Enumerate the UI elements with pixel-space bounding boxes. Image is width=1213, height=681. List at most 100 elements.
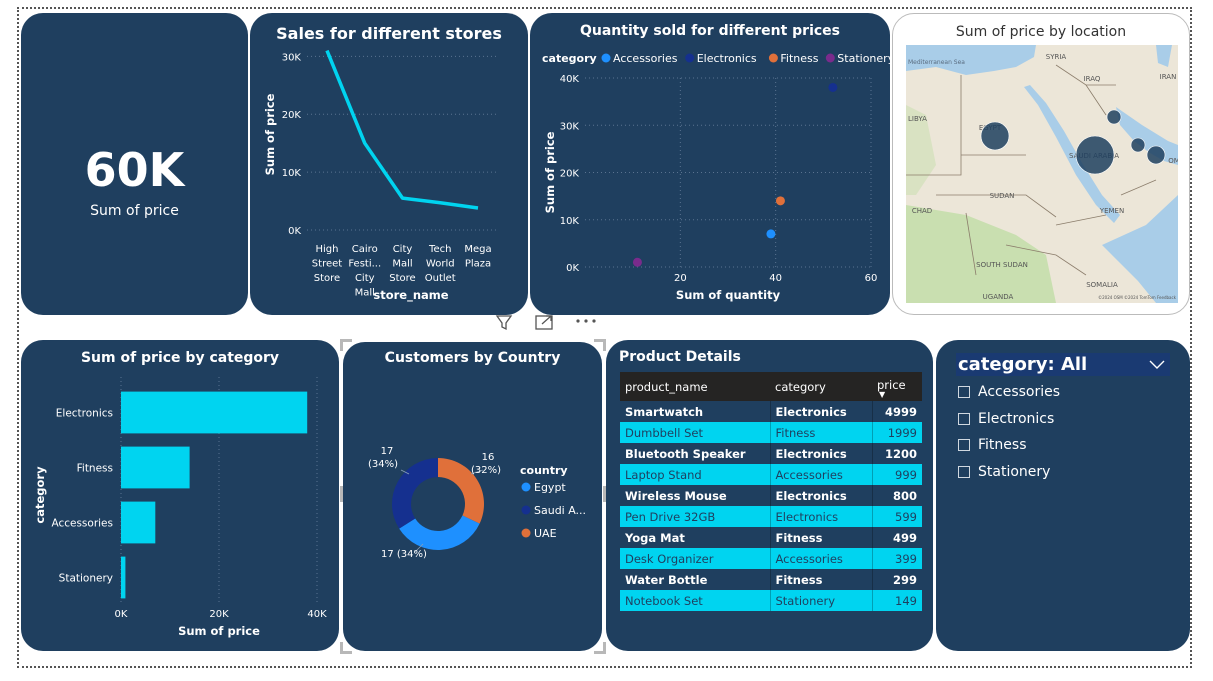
scatter-point (775, 196, 785, 206)
map-borders (906, 64, 1157, 276)
map-card[interactable]: Sum of price by location Mediterranean S… (892, 13, 1190, 315)
table-header-row: product_name category price ▼ (620, 372, 922, 401)
map-place-label: SOUTH SUDAN (976, 261, 1028, 269)
bubble-map[interactable]: Mediterranean SeaSYRIAIRAQIRANLIBYAEGYPT… (906, 45, 1178, 303)
resize-handle[interactable] (603, 642, 606, 654)
chevron-down-icon[interactable] (1148, 358, 1166, 370)
resize-handle[interactable] (594, 651, 606, 654)
slicer-header-text: category: All (958, 354, 1088, 375)
map-attribution: ©2024 OSM ©2024 TomTom Feedback (1098, 295, 1177, 300)
cell-category: Electronics (769, 506, 872, 527)
bar (121, 556, 126, 599)
product-table[interactable]: product_name category price ▼ Smartwatch… (620, 372, 922, 611)
map-bubble-saudi-arabia (1075, 135, 1115, 175)
cell-price: 1999 (871, 422, 922, 443)
bar-chart-card[interactable]: Sum of price by category 0K 20K 40K Electro… (21, 340, 339, 651)
resize-handle[interactable] (603, 339, 606, 351)
slicer-item-accessories[interactable]: Accessories (958, 382, 1060, 402)
y-tick-label: Electronics (56, 408, 113, 420)
legend-marker (521, 482, 531, 492)
table-card[interactable]: Product Details product_name category pr… (606, 340, 933, 651)
map-bubble-qatar (1130, 137, 1146, 153)
bar-chart-title: Sum of price by category (80, 350, 280, 366)
cell-category: Fitness (769, 569, 872, 590)
resize-handle[interactable] (340, 339, 352, 342)
data-label-percent: (32%) (471, 465, 501, 476)
map-place-label: OM (1168, 157, 1178, 165)
cell-product-name: Water Bottle (620, 569, 770, 590)
table-row[interactable]: Notebook Set Stationery 149 (620, 590, 922, 611)
filter-icon[interactable] (495, 313, 513, 331)
table-row[interactable]: Dumbbell Set Fitness 1999 (620, 422, 922, 443)
slicer-item-label: Accessories (978, 384, 1061, 400)
y-axis-label: Sum of price (543, 131, 557, 213)
report-canvas-border (17, 7, 1192, 668)
more-options-icon[interactable] (574, 313, 600, 331)
line-chart-card[interactable]: Sales for different stores 0K 10K 20K 30K Hi… (250, 13, 528, 315)
scatter-chart: 0K 10K 20K 30K 40K 20 40 60 category Accessories E… (542, 52, 890, 302)
resize-handle[interactable] (603, 486, 606, 502)
map-bubbles (980, 109, 1166, 175)
map-forest-west (906, 105, 936, 195)
column-header-price[interactable]: price ▼ (872, 372, 922, 401)
resize-handle[interactable] (594, 339, 606, 342)
legend-title: category (542, 52, 597, 65)
focus-mode-icon[interactable] (534, 313, 556, 331)
column-header-category[interactable]: category (770, 372, 872, 401)
donut-chart-card[interactable]: Customers by Country 16 (32%) 17 (34%) 17 (3… (343, 342, 602, 651)
cell-product-name: Notebook Set (620, 590, 770, 611)
table-row[interactable]: Water Bottle Fitness 299 (620, 569, 922, 590)
x-axis-label: store_name (373, 288, 448, 303)
map-place-label: IRAQ (1084, 75, 1101, 83)
cell-price: 800 (871, 485, 922, 506)
map-place-label: CHAD (912, 207, 932, 215)
bar (121, 501, 156, 544)
cell-product-name: Laptop Stand (620, 464, 770, 485)
resize-handle[interactable] (340, 642, 343, 654)
map-place-label: UGANDA (983, 293, 1014, 301)
resize-handle[interactable] (340, 651, 352, 654)
y-tick-label: Stationery (59, 573, 113, 585)
resize-handle[interactable] (340, 339, 343, 351)
cell-price: 499 (871, 527, 922, 548)
table-row[interactable]: Pen Drive 32GB Electronics 599 (620, 506, 922, 527)
map-sea-mediterranean (906, 45, 1036, 75)
table-row[interactable]: Yoga Mat Fitness 499 (620, 527, 922, 548)
y-tick-label: 40K (560, 74, 580, 85)
kpi-card[interactable]: 60K Sum of price (21, 13, 248, 315)
checkbox[interactable] (958, 466, 970, 478)
cell-category: Electronics (769, 401, 872, 422)
checkbox[interactable] (958, 439, 970, 451)
bar (121, 391, 308, 434)
checkbox[interactable] (958, 386, 970, 398)
map-place-label: SOMALIA (1086, 281, 1118, 289)
slicer-item-electronics[interactable]: Electronics (958, 409, 1054, 429)
checkbox[interactable] (958, 413, 970, 425)
table-row[interactable]: Smartwatch Electronics 4999 (620, 401, 922, 422)
sort-descending-icon: ▼ (879, 390, 886, 399)
map-place-label: SUDAN (990, 192, 1015, 200)
data-label: 17 (34%) (381, 549, 427, 560)
y-tick-label: 10K (560, 216, 580, 227)
cell-product-name: Yoga Mat (620, 527, 770, 548)
slicer-header[interactable]: category: All (956, 353, 1170, 376)
slicer-item-stationery[interactable]: Stationery (958, 462, 1050, 482)
scatter-chart-card[interactable]: Quantity sold for different prices 0K 10K… (530, 13, 890, 315)
table-row[interactable]: Laptop Stand Accessories 999 (620, 464, 922, 485)
legend-label: Egypt (534, 481, 566, 494)
category-slicer-card[interactable]: category: All Accessories Electronics Fi… (936, 340, 1190, 651)
table-row[interactable]: Desk Organizer Accessories 399 (620, 548, 922, 569)
table-title: Product Details (619, 349, 741, 365)
resize-handle[interactable] (340, 486, 343, 502)
slicer-item-fitness[interactable]: Fitness (958, 435, 1027, 455)
cell-price: 399 (871, 548, 922, 569)
table-row[interactable]: Wireless Mouse Electronics 800 (620, 485, 922, 506)
scatter-chart-title: Quantity sold for different prices (579, 23, 841, 39)
x-tick-label: 40 (769, 273, 782, 284)
column-header-product-name[interactable]: product_name (620, 372, 770, 401)
table-row[interactable]: Bluetooth Speaker Electronics 1200 (620, 443, 922, 464)
cell-category: Stationery (769, 590, 872, 611)
bar-chart: 0K 20K 40K Electronics Fitness Accessories Sta… (33, 377, 327, 638)
legend-marker (601, 53, 611, 63)
